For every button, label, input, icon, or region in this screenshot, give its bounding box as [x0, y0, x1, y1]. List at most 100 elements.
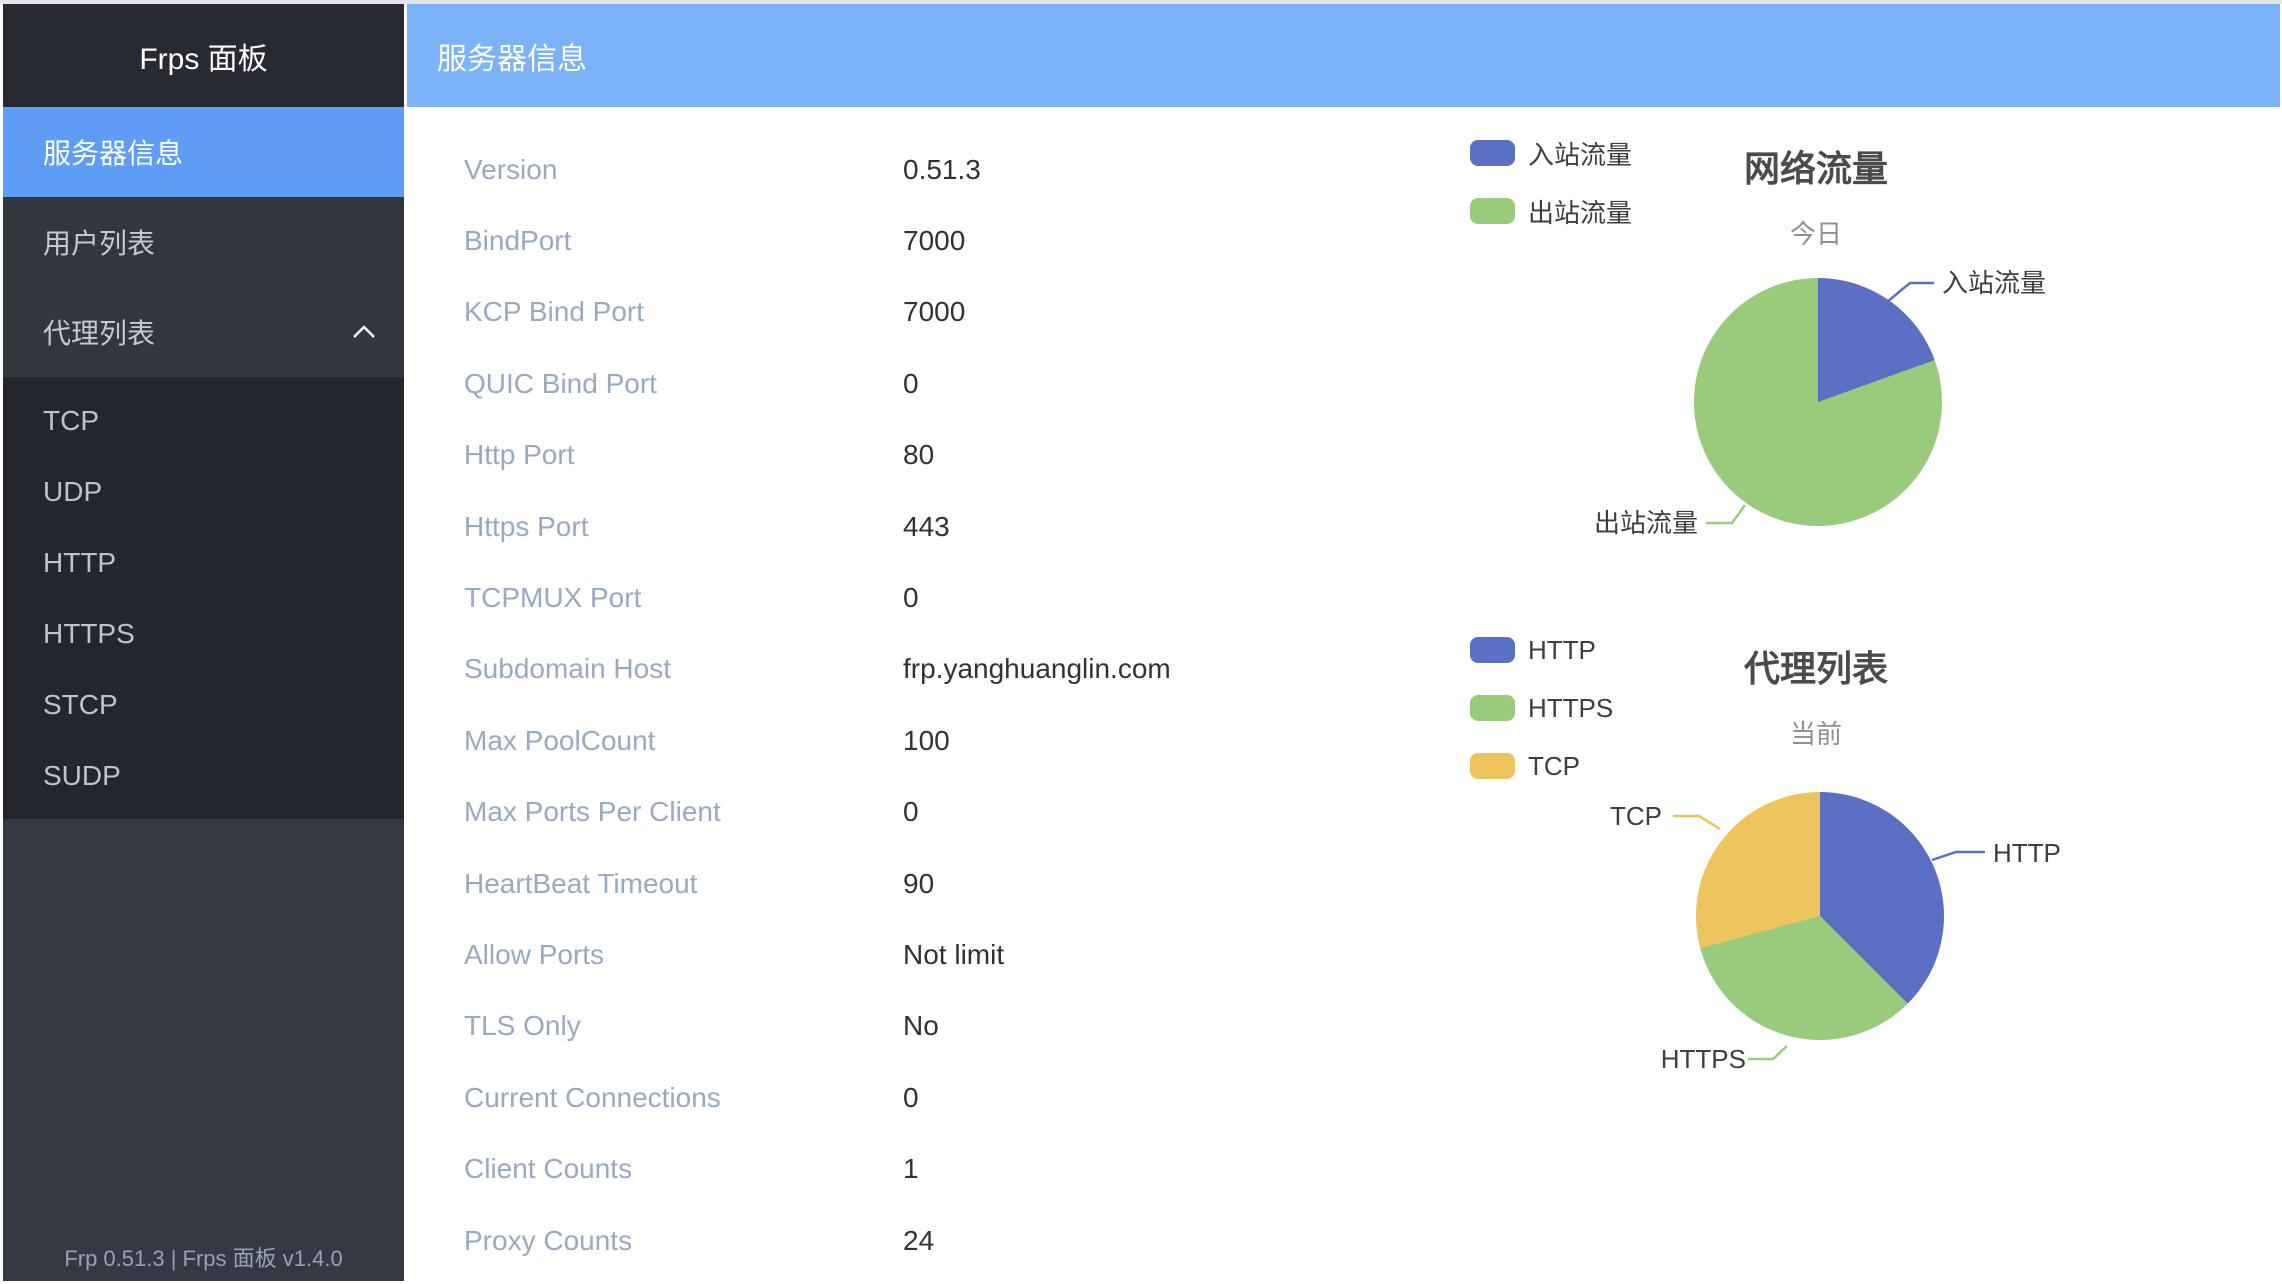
sidebar-footer-version: Frp 0.51.3 | Frps 面板 v1.4.0	[64, 1246, 343, 1271]
server-info-row: Proxy Counts 24	[464, 1205, 1171, 1276]
sidebar-filler: Frp 0.51.3 | Frps 面板 v1.4.0	[3, 819, 404, 1281]
info-value: 0.51.3	[903, 153, 981, 185]
sidebar-item-server-info[interactable]: 服务器信息	[3, 107, 404, 197]
info-label: KCP Bind Port	[464, 296, 645, 328]
info-label: TLS Only	[464, 1010, 581, 1042]
chart-title: 网络流量	[1743, 148, 1888, 189]
info-label: Proxy Counts	[464, 1224, 633, 1256]
server-info-row: HeartBeat Timeout 90	[464, 848, 1171, 919]
legend-swatch	[1470, 198, 1515, 224]
chart-legend: 入站流量 出站流量	[1470, 139, 1632, 228]
info-label: QUIC Bind Port	[464, 367, 657, 399]
info-label: TCPMUX Port	[464, 582, 642, 614]
info-value: 24	[903, 1224, 935, 1256]
info-label: Allow Ports	[464, 938, 605, 970]
server-info-row: Current Connections 0	[464, 1062, 1171, 1133]
info-label: BindPort	[464, 225, 572, 257]
legend-item-出站流量[interactable]: 出站流量	[1470, 197, 1632, 228]
legend-item-HTTP[interactable]: HTTP	[1470, 634, 1613, 665]
server-info-row: Allow Ports Not limit	[464, 919, 1171, 990]
info-value: No	[903, 1010, 939, 1042]
content: Version 0.51.3 BindPort 7000 KCP Bind Port 70…	[407, 107, 2280, 1281]
server-info-row: TLS Only No	[464, 991, 1171, 1062]
chart-title-block: 网络流量 今日	[1616, 149, 2016, 251]
info-label: Https Port	[464, 510, 589, 542]
info-value: 90	[903, 867, 935, 899]
legend-swatch	[1470, 753, 1515, 779]
info-value: 1	[903, 1153, 919, 1185]
sidebar-item-user-list[interactable]: 用户列表	[3, 197, 404, 287]
server-info-row: Version 0.51.3	[464, 134, 1171, 205]
legend-item-TCP[interactable]: TCP	[1470, 750, 1613, 781]
server-info-row: Http Port 80	[464, 420, 1171, 491]
chart-title-block: 代理列表 当前	[1616, 649, 2016, 751]
legend-label: 入站流量	[1528, 139, 1633, 170]
legend-swatch	[1470, 140, 1515, 166]
server-info-row: QUIC Bind Port 0	[464, 348, 1171, 419]
info-value: 80	[903, 439, 935, 471]
legend-label: 出站流量	[1528, 197, 1633, 228]
chart-subtitle: 今日	[1789, 219, 1842, 249]
sidebar-item-label: 代理列表	[43, 318, 156, 349]
info-label: Max Ports Per Client	[464, 796, 721, 828]
info-label: Http Port	[464, 439, 575, 471]
info-value: 0	[903, 1081, 919, 1113]
charts-column: 入站流量 出站流量 网络流量 今日 入站流量 出站流量	[1410, 107, 2280, 1281]
proxy-list-chart: HTTP HTTPS TCP 代理列表 当前 HTTP TCP	[1410, 600, 2280, 1120]
info-value: 100	[903, 724, 950, 756]
server-info-row: Client Counts 1	[464, 1133, 1171, 1204]
server-info-list: Version 0.51.3 BindPort 7000 KCP Bind Port 70…	[464, 134, 1171, 1276]
network-traffic-chart: 入站流量 出站流量 网络流量 今日 入站流量 出站流量	[1410, 107, 2280, 600]
info-value: 7000	[903, 225, 966, 257]
info-label: Current Connections	[464, 1081, 721, 1113]
sidebar-item-sudp[interactable]: SUDP	[43, 759, 121, 791]
legend-swatch	[1470, 695, 1515, 721]
sidebar-item-tcp[interactable]: TCP	[43, 404, 99, 436]
sidebar-item-udp[interactable]: UDP	[43, 475, 103, 507]
sidebar-item-http[interactable]: HTTP	[43, 546, 117, 578]
chart-subtitle: 当前	[1789, 719, 1842, 749]
chart-title: 代理列表	[1743, 648, 1888, 689]
chevron-up-icon	[352, 324, 376, 340]
sidebar-menu: 服务器信息 用户列表 代理列表 TCP UDP HTTP HTTPS STCP SUDP	[3, 107, 404, 819]
legend-item-HTTPS[interactable]: HTTPS	[1470, 693, 1613, 723]
sidebar: Frps 面板 服务器信息 用户列表 代理列表 TCP UDP HTTP HTTPS S…	[3, 4, 404, 1281]
legend-label: TCP	[1528, 750, 1580, 781]
info-label: Subdomain Host	[464, 653, 672, 685]
sidebar-submenu-proxy-types: TCP UDP HTTP HTTPS STCP SUDP	[3, 377, 404, 819]
legend-label: HTTP	[1528, 634, 1596, 665]
server-info-row: Subdomain Host frp.yanghuanglin.com	[464, 634, 1171, 705]
chart-legend: HTTP HTTPS TCP	[1470, 634, 1613, 781]
page-title: 服务器信息	[437, 42, 587, 76]
info-value: 443	[903, 510, 950, 542]
server-info-row: BindPort 7000	[464, 205, 1171, 276]
main-area: 服务器信息 Version 0.51.3 BindPort 7000 KCP Bind …	[407, 4, 2280, 1281]
info-value: frp.yanghuanglin.com	[903, 653, 1171, 685]
server-info-row: Max PoolCount 100	[464, 705, 1171, 776]
legend-item-入站流量[interactable]: 入站流量	[1470, 139, 1632, 170]
sidebar-item-label: 用户列表	[43, 228, 156, 259]
proxy-list-pie[interactable]	[1696, 792, 1944, 1040]
legend-swatch	[1470, 637, 1515, 663]
server-info-row: TCPMUX Port 0	[464, 562, 1171, 633]
server-info-row: Https Port 443	[464, 491, 1171, 562]
server-info-row: KCP Bind Port 7000	[464, 277, 1171, 348]
app-title: Frps 面板	[3, 4, 404, 107]
info-label: Version	[464, 153, 558, 185]
info-value: 0	[903, 367, 919, 399]
sidebar-item-stcp[interactable]: STCP	[43, 688, 118, 720]
network-traffic-pie[interactable]	[1694, 278, 1942, 526]
info-value: 0	[903, 796, 919, 828]
info-label: Max PoolCount	[464, 724, 656, 756]
server-info-row: Max Ports Per Client 0	[464, 777, 1171, 848]
info-value: 0	[903, 582, 919, 614]
info-label: Client Counts	[464, 1153, 633, 1185]
sidebar-item-https[interactable]: HTTPS	[43, 617, 135, 649]
info-value: Not limit	[903, 938, 1005, 970]
sidebar-item-label: 服务器信息	[43, 138, 184, 169]
info-label: HeartBeat Timeout	[464, 867, 698, 899]
page-header: 服务器信息	[407, 4, 2280, 107]
sidebar-item-proxy-list[interactable]: 代理列表	[3, 287, 404, 377]
info-value: 7000	[903, 296, 966, 328]
